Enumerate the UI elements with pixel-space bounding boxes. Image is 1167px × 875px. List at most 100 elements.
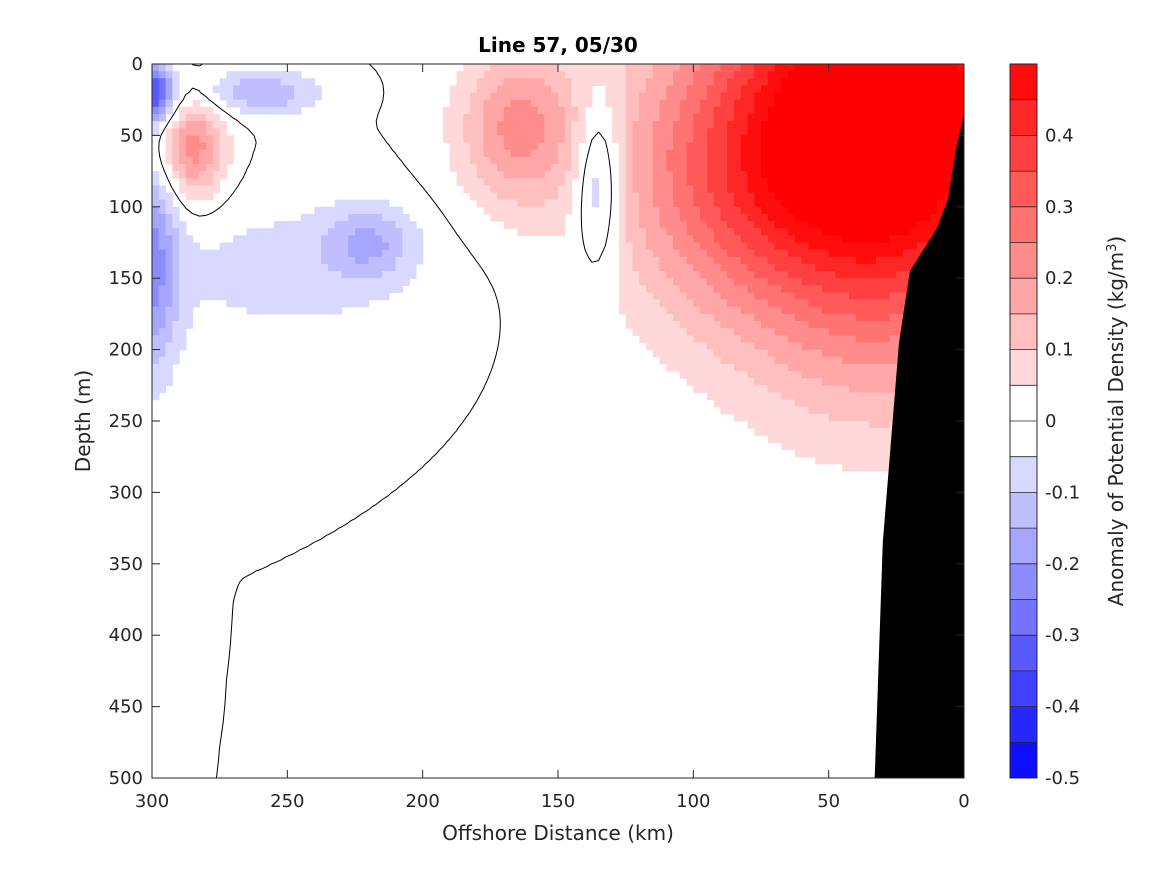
- field-cell: [788, 106, 796, 115]
- field-cell: [537, 64, 546, 72]
- field-cell: [571, 171, 579, 179]
- field-cell: [152, 342, 160, 351]
- field-cell: [828, 71, 837, 79]
- field-cell: [152, 278, 160, 286]
- field-cell: [152, 385, 160, 394]
- field-cell: [686, 271, 694, 279]
- field-cell: [219, 142, 228, 151]
- field-cell: [936, 64, 945, 72]
- field-cell: [788, 263, 796, 272]
- field-cell: [152, 256, 160, 265]
- field-cell: [855, 335, 864, 344]
- field-cell: [551, 142, 559, 151]
- field-cell: [652, 242, 661, 251]
- field-cell: [727, 71, 735, 79]
- field-cell: [693, 171, 701, 179]
- field-cell: [733, 378, 742, 386]
- field-cell: [781, 121, 789, 129]
- field-cell: [409, 256, 417, 265]
- field-cell: [483, 85, 491, 94]
- field-cell: [713, 135, 721, 144]
- field-cell: [821, 356, 830, 365]
- field-cell: [876, 463, 884, 472]
- field-cell: [835, 185, 843, 194]
- chart-title: Line 57, 05/30: [478, 33, 638, 57]
- field-cell: [185, 235, 194, 244]
- field-cell: [909, 121, 918, 129]
- field-cell: [808, 378, 816, 386]
- field-cell: [943, 128, 952, 136]
- field-cell: [355, 299, 363, 308]
- field-cell: [645, 64, 654, 72]
- field-cell: [774, 278, 782, 286]
- field-cell: [862, 285, 870, 294]
- field-cell: [645, 242, 654, 251]
- field-cell: [395, 285, 403, 294]
- field-cell: [801, 113, 809, 122]
- field-cell: [172, 306, 180, 315]
- field-cell: [754, 356, 762, 365]
- field-cell: [152, 306, 160, 315]
- field-cell: [869, 128, 877, 136]
- field-cell: [348, 221, 356, 229]
- field-cell: [348, 285, 356, 294]
- field-cell: [152, 71, 160, 79]
- field-cell: [862, 171, 870, 179]
- field-cell: [733, 192, 742, 201]
- field-cell: [828, 285, 837, 294]
- field-cell: [585, 78, 593, 87]
- field-cell: [659, 271, 667, 279]
- field-cell: [848, 413, 857, 422]
- field-cell: [219, 149, 228, 158]
- colorbar-label-close: ): [1104, 236, 1128, 244]
- field-cell: [152, 371, 160, 379]
- field-cell: [679, 171, 688, 179]
- field-cell: [848, 221, 857, 229]
- field-cell: [470, 64, 478, 72]
- field-cell: [239, 85, 248, 94]
- field-cell: [794, 349, 803, 358]
- field-cell: [733, 399, 742, 408]
- field-cell: [659, 242, 667, 251]
- field-cell: [903, 142, 911, 151]
- field-cell: [808, 306, 816, 315]
- field-cell: [612, 113, 620, 122]
- field-cell: [700, 185, 708, 194]
- field-cell: [936, 199, 945, 208]
- field-cell: [821, 285, 830, 294]
- field-cell: [903, 135, 911, 144]
- field-cell: [788, 249, 796, 258]
- field-cell: [821, 149, 830, 158]
- field-cell: [355, 199, 363, 208]
- field-cell: [470, 78, 478, 87]
- field-cell: [754, 113, 762, 122]
- field-cell: [517, 121, 525, 129]
- field-cell: [727, 392, 735, 401]
- field-cell: [578, 106, 586, 115]
- field-cell: [463, 171, 471, 179]
- field-cell: [185, 135, 194, 144]
- field-cell: [192, 106, 200, 115]
- field-cell: [693, 249, 701, 258]
- field-cell: [923, 128, 931, 136]
- field-cell: [740, 306, 749, 315]
- field-cell: [855, 392, 864, 401]
- field-cell: [659, 256, 667, 265]
- field-cell: [761, 206, 769, 215]
- field-cell: [767, 128, 776, 136]
- field-cell: [896, 135, 904, 144]
- density-anomaly-field: [152, 64, 964, 472]
- field-cell: [652, 328, 661, 336]
- field-cell: [815, 313, 823, 322]
- field-cell: [246, 256, 255, 265]
- field-cell: [659, 113, 667, 122]
- field-cell: [388, 278, 397, 286]
- field-cell: [801, 156, 809, 165]
- field-cell: [916, 163, 924, 172]
- field-cell: [679, 85, 688, 94]
- field-cell: [185, 121, 194, 129]
- field-cell: [666, 221, 674, 229]
- field-cell: [673, 85, 681, 94]
- field-cell: [659, 278, 667, 286]
- field-cell: [639, 78, 647, 87]
